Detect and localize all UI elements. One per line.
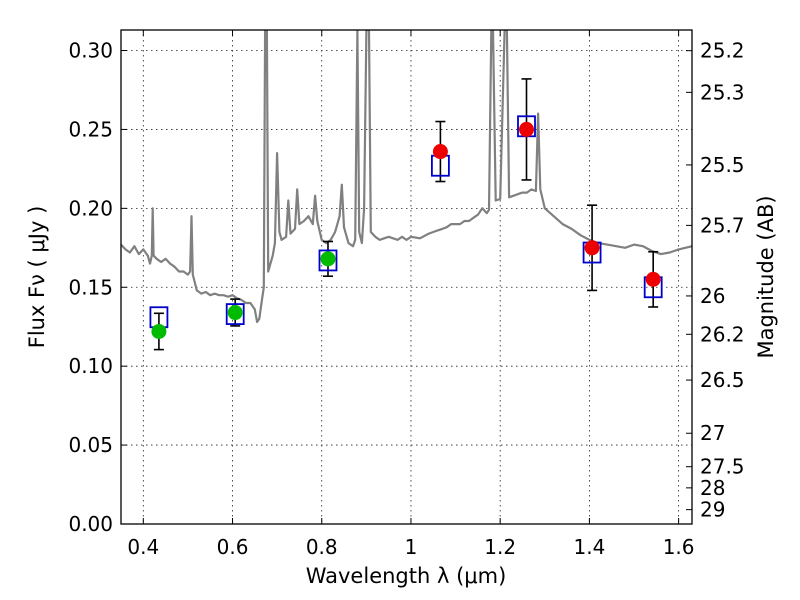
data-point: [151, 323, 167, 339]
x-tick-label: 1.6: [663, 535, 695, 559]
y-tick-label: 0.05: [68, 433, 113, 457]
y2-tick-label: 25.3: [700, 80, 745, 104]
data-point: [432, 144, 448, 160]
x-tick-label: 1.2: [484, 535, 516, 559]
y2-tick-label: 25.5: [700, 153, 745, 177]
y-axis-label: Flux Fν ( μJy ): [25, 206, 49, 349]
y2-tick-label: 26.5: [700, 368, 745, 392]
plot-area: [121, 30, 692, 324]
y2-tick-label: 27: [700, 421, 725, 445]
data-point: [227, 305, 243, 321]
model-square-point: [318, 249, 338, 272]
model-square-point: [225, 303, 245, 325]
y-tick-label: 0.20: [68, 196, 113, 220]
y2-tick-label: 28: [700, 476, 725, 500]
data-point: [518, 121, 534, 137]
y-tick-label: 0.10: [68, 354, 113, 378]
x-tick-label: 1.4: [573, 535, 605, 559]
x-tick-label: 0.6: [217, 535, 249, 559]
y2-tick-label: 26: [700, 284, 725, 308]
data-point: [645, 271, 661, 287]
x-tick-label: 0.8: [306, 535, 338, 559]
y2-axis-label: Magnitude (AB): [754, 195, 778, 358]
y2-tick-label: 27.5: [700, 455, 745, 479]
y2-tick-label: 25.2: [700, 39, 745, 63]
x-tick-label: 0.4: [127, 535, 159, 559]
y-tick-label: 0.25: [68, 117, 113, 141]
y2-tick-label: 26.2: [700, 322, 745, 346]
ticks: 0.4 0.6 0.8 1 1.2 1.4 1.6 0.00 0.05 0.10 0.15 0.20 0…: [68, 30, 745, 559]
y-tick-label: 0.15: [68, 275, 113, 299]
y-tick-label: 0.00: [68, 512, 113, 536]
y2-tick-label: 29: [700, 498, 725, 522]
x-axis-label: Wavelength λ (μm): [306, 564, 507, 588]
y2-tick-label: 25.7: [700, 213, 745, 237]
plot-frame: [120, 29, 693, 525]
y-tick-label: 0.30: [68, 39, 113, 63]
data-point: [320, 251, 336, 267]
markers: [149, 78, 663, 351]
data-point: [584, 240, 600, 256]
spectrum-line: [121, 30, 692, 324]
grid-lines: [121, 30, 692, 525]
x-tick-label: 1: [405, 535, 418, 559]
